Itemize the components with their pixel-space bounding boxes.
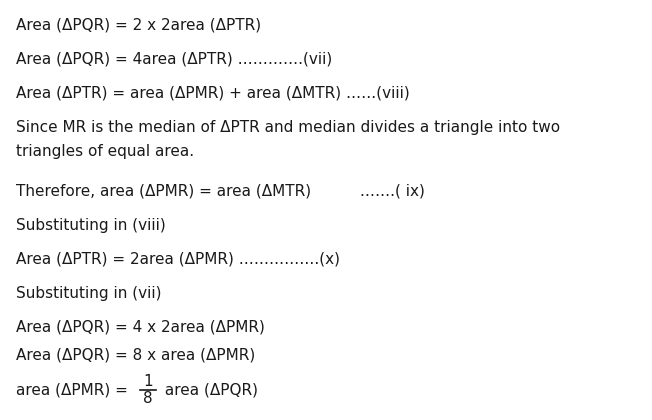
Text: Area (ΔPQR) = 4area (ΔPTR) ………….(vii): Area (ΔPQR) = 4area (ΔPTR) ………….(vii) (16, 52, 333, 67)
Text: Area (ΔPQR) = 2 x 2area (ΔPTR): Area (ΔPQR) = 2 x 2area (ΔPTR) (16, 18, 261, 33)
Text: area (ΔPMR) =: area (ΔPMR) = (16, 383, 133, 397)
Text: Therefore, area (ΔPMR) = area (ΔMTR)          …….( ix): Therefore, area (ΔPMR) = area (ΔMTR) …….… (16, 184, 425, 199)
Text: Substituting in (vii): Substituting in (vii) (16, 286, 162, 301)
Text: Area (ΔPTR) = 2area (ΔPMR) …………….(x): Area (ΔPTR) = 2area (ΔPMR) …………….(x) (16, 252, 340, 267)
Text: Area (ΔPQR) = 4 x 2area (ΔPMR): Area (ΔPQR) = 4 x 2area (ΔPMR) (16, 320, 265, 335)
Text: Area (ΔPQR) = 8 x area (ΔPMR): Area (ΔPQR) = 8 x area (ΔPMR) (16, 348, 255, 363)
Text: area (ΔPQR): area (ΔPQR) (160, 383, 258, 397)
Text: 1: 1 (143, 374, 153, 389)
Text: triangles of equal area.: triangles of equal area. (16, 144, 194, 159)
Text: Since MR is the median of ΔPTR and median divides a triangle into two: Since MR is the median of ΔPTR and media… (16, 120, 560, 135)
Text: Area (ΔPTR) = area (ΔPMR) + area (ΔMTR) ……(viii): Area (ΔPTR) = area (ΔPMR) + area (ΔMTR) … (16, 86, 409, 101)
Text: 8: 8 (143, 391, 153, 406)
Text: Substituting in (viii): Substituting in (viii) (16, 218, 166, 233)
